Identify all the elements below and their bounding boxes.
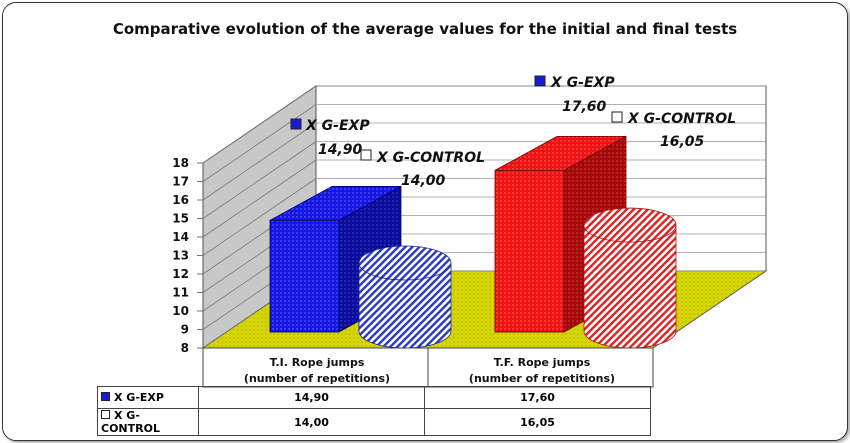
legend-key	[360, 149, 372, 161]
legend-key	[290, 118, 302, 130]
table-series-exp: X G-EXP	[97, 386, 199, 409]
bar-control-top	[583, 207, 677, 243]
data-label: 14,00	[401, 173, 446, 189]
bar-exp	[269, 219, 340, 333]
table-cell: 14,00	[198, 408, 425, 436]
data-label: 14,90	[318, 142, 363, 158]
gridline	[202, 178, 317, 256]
chart-title: Comparative evolution of the average val…	[112, 20, 738, 38]
legend-key	[534, 75, 546, 87]
y-tick-label: 10	[172, 304, 189, 318]
gridline	[202, 104, 317, 182]
data-label: 16,05	[660, 134, 705, 150]
gridline	[202, 159, 317, 238]
table-cell: 17,60	[424, 386, 651, 409]
y-tick-label: 11	[172, 286, 189, 300]
y-tick-label: 9	[181, 323, 189, 337]
series-label: X G-CONTROL	[376, 150, 485, 166]
bar-exp	[494, 169, 565, 333]
series-label: X G-EXP	[550, 75, 615, 91]
y-tick-label: 17	[172, 175, 189, 189]
y-tick-label: 14	[172, 230, 189, 244]
legend-key-exp	[101, 392, 110, 401]
data-label: 17,60	[562, 99, 607, 115]
table-cell: 14,90	[198, 386, 425, 409]
series-label: X G-CONTROL	[627, 111, 736, 127]
y-tick-label: 16	[172, 193, 189, 207]
gridline	[202, 122, 317, 201]
table-series-control: X G-CONTROL	[97, 408, 199, 436]
table-row-exp: X G-EXP 14,90 17,60	[97, 386, 651, 409]
bar-control	[583, 224, 677, 349]
legend-key	[611, 111, 623, 123]
y-tick-label: 8	[181, 341, 189, 355]
x-tick-label: T.I. Rope jumps	[270, 356, 365, 369]
gridline	[202, 141, 317, 219]
data-table: X G-EXP 14,90 17,60 X G-CONTROL 14,00 16…	[97, 386, 651, 436]
x-tick-label: (number of repetitions)	[469, 372, 615, 385]
x-tick-label: T.F. Rope jumps	[494, 356, 591, 369]
series-label: X G-EXP	[305, 118, 370, 134]
table-row-control: X G-CONTROL 14,00 16,05	[97, 408, 651, 436]
legend-key-control	[101, 410, 110, 419]
x-tick-label: (number of repetitions)	[244, 372, 390, 385]
y-tick-label: 18	[172, 156, 189, 170]
y-tick-label: 12	[172, 267, 189, 281]
table-cell: 16,05	[424, 408, 651, 436]
y-tick-label: 15	[172, 212, 189, 226]
gridline	[202, 85, 317, 164]
y-tick-label: 13	[172, 249, 189, 263]
bar-control-top	[358, 245, 452, 281]
